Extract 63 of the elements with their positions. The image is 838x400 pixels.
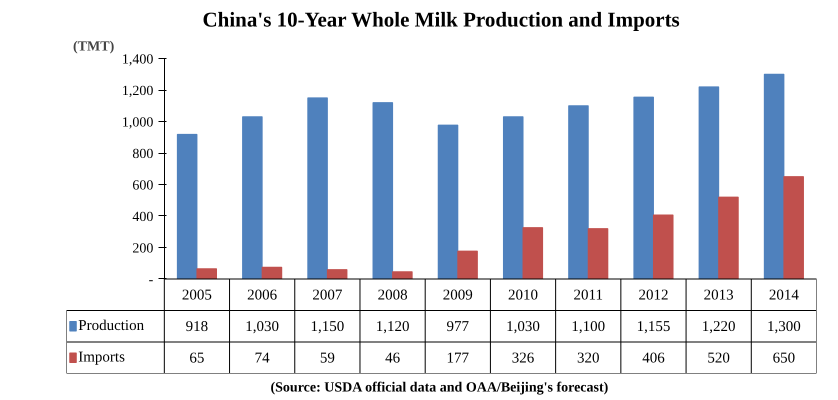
data-label: 1,300 (767, 319, 801, 336)
bar (307, 97, 328, 280)
x-tick-label: 2012 (638, 288, 668, 304)
bar (176, 134, 198, 280)
bar (652, 214, 674, 280)
data-label: 320 (576, 350, 600, 367)
data-label: 406 (642, 350, 666, 367)
x-tick-label: 2010 (508, 288, 538, 304)
data-label: 326 (512, 350, 535, 367)
data-label: 1,150 (310, 319, 344, 336)
x-tick-label: 2014 (768, 288, 800, 304)
data-label: 1,155 (636, 319, 670, 336)
y-axis-title: (TMT) (73, 40, 115, 55)
data-label: 1,030 (506, 319, 540, 336)
x-tick-label: 2009 (442, 288, 473, 304)
bar (326, 269, 348, 280)
x-tick-label: 2011 (574, 288, 603, 304)
data-label: 177 (446, 350, 470, 367)
y-tick-label: - (148, 272, 154, 288)
bar (588, 228, 608, 280)
y-tick-label: 400 (132, 210, 154, 225)
bar (242, 116, 263, 280)
bar (262, 266, 282, 280)
bar (372, 102, 394, 280)
data-label: 520 (707, 350, 730, 367)
data-label: 977 (446, 319, 470, 336)
bar (568, 105, 589, 280)
text: (Source: USDA official data and OAA/Beijing's forecast) (270, 380, 609, 396)
y-tick-label: 800 (132, 147, 154, 162)
bar (522, 227, 544, 280)
data-label: 46 (385, 350, 401, 367)
data-label: 918 (186, 319, 208, 336)
data-label: 1,100 (571, 319, 606, 336)
bar (438, 124, 458, 280)
bar (764, 74, 784, 280)
bar (502, 116, 524, 280)
legend-label: Production (78, 318, 145, 334)
bar (392, 271, 413, 280)
data-label: 1,120 (376, 319, 410, 336)
legend-label: Imports (78, 350, 126, 366)
y-tick-label: 600 (132, 178, 154, 194)
data-label: 650 (772, 350, 796, 367)
chart-title: China's 10-Year Whole Milk Production and Imports (202, 8, 680, 32)
data-label: 59 (320, 350, 335, 367)
x-tick-label: 2006 (247, 288, 278, 304)
data-label: 1,220 (702, 319, 736, 336)
x-tick-label: 2005 (182, 288, 212, 304)
y-tick-label: 1,000 (122, 116, 154, 131)
bar (457, 250, 478, 280)
y-tick-label: 1,200 (122, 84, 154, 100)
bar (718, 196, 739, 280)
x-tick-label: 2013 (704, 288, 734, 304)
x-tick-label: 2008 (378, 288, 408, 304)
data-label: 1,030 (245, 319, 280, 336)
bar (196, 268, 217, 280)
bar (698, 86, 720, 280)
y-tick-label: 1,400 (122, 52, 154, 68)
data-label: 65 (189, 350, 204, 367)
x-tick-label: 2007 (312, 288, 343, 304)
bar (783, 176, 804, 280)
data-label: 74 (254, 350, 270, 367)
y-tick-label: 200 (132, 241, 154, 256)
bar (633, 96, 654, 280)
